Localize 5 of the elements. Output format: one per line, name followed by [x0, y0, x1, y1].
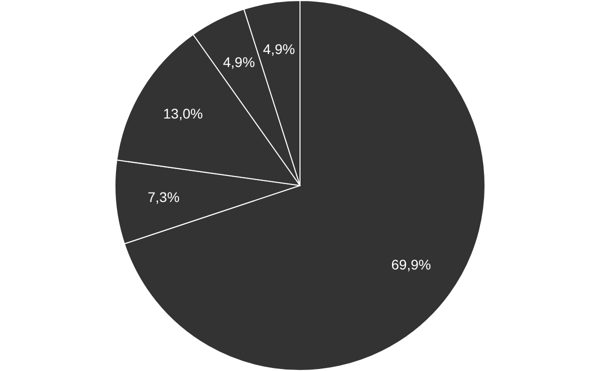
data-label: 7,3% [148, 188, 180, 205]
data-label: 13,0% [163, 105, 203, 122]
data-label: 4,9% [222, 54, 255, 70]
data-label: 4,9% [263, 41, 295, 58]
data-label: 69,9% [391, 256, 431, 273]
